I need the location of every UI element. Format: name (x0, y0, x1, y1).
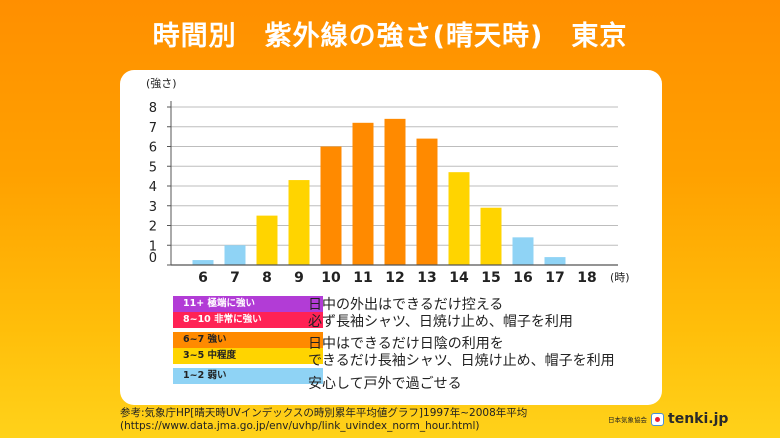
y-tick-label: 6 (149, 141, 157, 156)
legend-group-weak: 1~2 弱い (173, 368, 323, 384)
advice-extreme-1: 日中の外出はできるだけ控える (308, 297, 504, 313)
advice-extreme-2: 必ず長袖シャツ、日焼け止め、帽子を利用 (308, 314, 573, 330)
x-tick-label: 12 (385, 270, 404, 286)
y-tick-label: 8 (149, 101, 157, 116)
y-axis-label: (強さ) (146, 77, 177, 90)
source-note: 参考:気象庁HP[晴天時UVインデックスの時別累年平均値グラフ]1997年~20… (120, 407, 527, 433)
bar-6 (192, 260, 214, 265)
bar-13 (416, 138, 438, 265)
bar-7 (224, 245, 246, 265)
legend-weak: 1~2 弱い (173, 368, 323, 384)
bar-14 (448, 172, 470, 265)
advice-strong-1: 日中はできるだけ日陰の利用を (308, 336, 504, 352)
x-tick-label: 9 (294, 270, 304, 286)
x-tick-label: 8 (262, 270, 272, 286)
page-title: 時間別 紫外線の強さ(晴天時) 東京 (152, 21, 628, 52)
source-line-1: 参考:気象庁HP[晴天時UVインデックスの時別累年平均値グラフ]1997年~20… (120, 407, 528, 419)
bar-10 (320, 146, 342, 265)
bar-8 (256, 215, 278, 265)
brand: 日本気象協会 tenki.jp (608, 411, 728, 427)
y-tick-label: 0 (149, 251, 157, 266)
brand-org: 日本気象協会 (608, 416, 647, 424)
source-line-2: (https://www.data.jma.go.jp/env/uvhp/lin… (120, 420, 480, 432)
legend-group-strong: 6~7 強い 3~5 中程度 (173, 332, 323, 364)
bar-12 (384, 118, 406, 265)
x-tick-label: 7 (230, 270, 240, 286)
x-tick-label: 10 (321, 270, 341, 286)
legend-strong: 6~7 強い (173, 332, 323, 348)
x-tick-label: 18 (577, 270, 596, 286)
x-tick-label: 15 (481, 270, 500, 286)
y-tick-label: 1 (149, 239, 157, 254)
uv-legend: 11+ 極端に強い 8~10 非常に強い 6~7 強い 3~5 中程度 1~2 … (173, 296, 323, 388)
y-tick-label: 4 (149, 180, 157, 195)
x-tick-label: 14 (449, 270, 469, 286)
advice-strong-2: できるだけ長袖シャツ、日焼け止め、帽子を利用 (308, 353, 615, 369)
brand-name: tenki.jp (668, 411, 729, 427)
tenki-logo-icon (651, 412, 664, 426)
y-tick-label: 2 (149, 220, 157, 235)
x-tick-label: 17 (545, 270, 564, 286)
x-tick-label: 13 (417, 270, 436, 286)
x-tick-label: 16 (513, 270, 532, 286)
y-tick-label: 5 (149, 160, 157, 175)
legend-very-strong: 8~10 非常に強い (173, 312, 323, 328)
legend-group-extreme: 11+ 極端に強い 8~10 非常に強い (173, 296, 323, 328)
x-tick-label: 11 (353, 270, 372, 286)
advice-weak-1: 安心して戸外で過ごせる (308, 376, 462, 392)
bar-17 (544, 257, 566, 265)
bar-11 (352, 122, 374, 265)
bar-9 (288, 180, 310, 265)
y-tick-label: 7 (149, 121, 157, 136)
legend-moderate: 3~5 中程度 (173, 348, 323, 364)
x-tick-label: 6 (198, 270, 208, 286)
y-tick-label: 3 (149, 200, 157, 215)
bar-15 (480, 207, 502, 265)
bar-16 (512, 237, 534, 265)
legend-extreme: 11+ 極端に強い (173, 296, 323, 312)
x-axis-label: (時) (610, 271, 630, 284)
